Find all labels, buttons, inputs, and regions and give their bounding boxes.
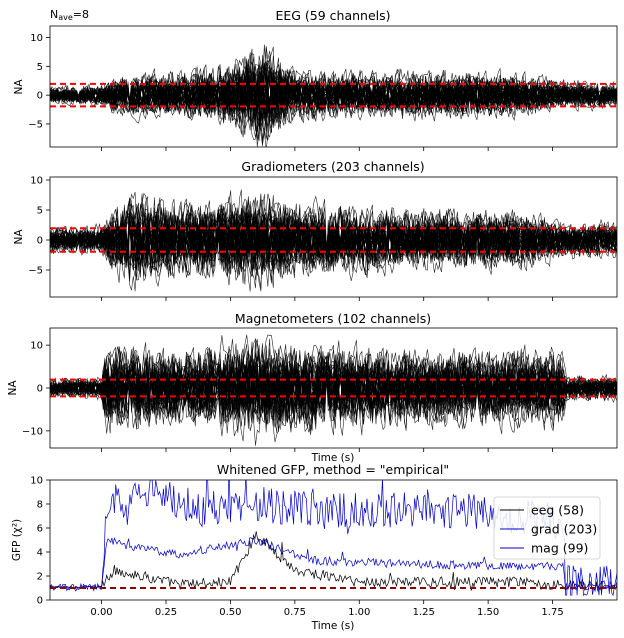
mag-y-tick-label-1: 0 — [37, 384, 43, 395]
grad-trace-30 — [50, 193, 617, 278]
gfp-legend: eeg (58) grad (203) mag (99) — [493, 496, 601, 560]
mag-y-tick-label-2: 10 — [30, 341, 43, 352]
eeg-axes-frame — [49, 25, 618, 148]
eeg-trace-34 — [50, 66, 617, 147]
gfp-title: Whitened GFP, method = "empirical" — [217, 462, 449, 477]
eeg-trace-33 — [50, 48, 617, 134]
gfp-legend-label-1: grad (203) — [531, 522, 597, 537]
mag-trace-34 — [50, 364, 617, 411]
eeg-y-tick-label-0: −5 — [28, 119, 43, 130]
grad-title: Gradiometers (203 channels) — [241, 159, 424, 174]
mag-trace-30 — [50, 338, 617, 443]
grad-y-tick-label-0: −5 — [28, 266, 43, 277]
gfp-y-tick-label-3: 6 — [37, 524, 43, 535]
mag-trace-33 — [50, 369, 617, 408]
gfp-x-tick-label-2: 0.50 — [219, 607, 241, 618]
gfp-axes-frame — [49, 479, 618, 601]
gfp-y-tick-label-1: 2 — [37, 572, 43, 583]
grad-y-tick-label-3: 10 — [30, 176, 43, 187]
gfp-x-tick-label-6: 1.50 — [477, 607, 499, 618]
mag-trace-29 — [50, 334, 617, 435]
eeg-y-tick-label-3: 10 — [30, 33, 43, 44]
gfp-legend-label-0: eeg (58) — [531, 503, 584, 518]
gfp-panel: Whitened GFP, method = "empirical" GFP (… — [11, 462, 618, 632]
gfp-x-tick-label-5: 1.25 — [413, 607, 435, 618]
eeg-trace-30 — [50, 65, 617, 147]
eeg-reference-lines — [50, 82, 617, 108]
gfp-y-ticks: 0 2 4 6 8 10 — [30, 476, 50, 607]
gfp-ylabel: GFP (χ²) — [11, 519, 23, 561]
grad-reference-lines — [50, 227, 617, 253]
mag-xlabel: Time (s) — [311, 452, 355, 464]
gfp-x-tick-label-3: 0.75 — [284, 607, 306, 618]
gfp-y-tick-label-2: 4 — [37, 548, 43, 559]
eeg-x-ticks — [101, 147, 553, 151]
mag-ylabel: NA — [7, 380, 19, 396]
gfp-x-tick-label-1: 0.25 — [155, 607, 177, 618]
mag-y-ticks: −10 0 10 — [22, 341, 50, 437]
mag-x-ticks — [101, 448, 553, 452]
grad-trace-35 — [50, 217, 617, 259]
eeg-y-tick-label-1: 0 — [37, 91, 43, 102]
gfp-legend-box — [493, 496, 601, 560]
eeg-trace-29 — [50, 63, 617, 129]
eeg-trace-31 — [50, 55, 617, 134]
gfp-x-ticks: 0.00 0.25 0.50 0.75 1.00 1.25 1.50 1.75 — [90, 600, 564, 618]
grad-trace-33 — [50, 189, 617, 292]
grad-ylabel: NA — [13, 229, 25, 245]
grad-x-ticks — [101, 297, 553, 301]
eeg-trace-35 — [50, 74, 617, 110]
grad-y-tick-label-1: 0 — [37, 236, 43, 247]
gfp-x-tick-label-7: 1.75 — [541, 607, 563, 618]
eeg-y-ticks: −5 0 5 10 — [28, 33, 50, 130]
gfp-y-tick-label-4: 8 — [37, 500, 43, 511]
mag-panel: Magnetometers (102 channels) NA Time (s)… — [7, 311, 618, 464]
eeg-trace-28 — [50, 63, 617, 128]
nave-label: Nave=8 — [50, 8, 89, 22]
mag-axes-frame — [49, 327, 618, 449]
gfp-y-tick-label-0: 0 — [37, 596, 43, 607]
eeg-panel: EEG (59 channels) NA −5 0 5 10 — [13, 8, 618, 151]
gfp-x-tick-label-4: 1.00 — [348, 607, 370, 618]
grad-axes-frame — [49, 176, 618, 298]
gfp-y-tick-label-5: 10 — [30, 476, 43, 487]
eeg-title: EEG (59 channels) — [275, 8, 390, 23]
eeg-y-tick-label-2: 5 — [37, 62, 43, 73]
mag-trace-10 — [50, 342, 617, 437]
gfp-x-tick-label-0: 0.00 — [90, 607, 112, 618]
grad-traces — [50, 189, 617, 292]
grad-trace-34 — [50, 224, 617, 260]
mag-y-tick-label-0: −10 — [22, 426, 43, 437]
gfp-legend-label-2: mag (99) — [531, 541, 588, 556]
mag-reference-lines — [50, 378, 617, 398]
grad-y-tick-label-2: 5 — [37, 206, 43, 217]
grad-panel: Gradiometers (203 channels) NA −5 0 5 10 — [13, 159, 618, 301]
gfp-series-line-2 — [50, 537, 617, 591]
eeg-trace-32 — [50, 68, 617, 141]
eeg-ylabel: NA — [13, 79, 25, 95]
eeg-traces — [50, 44, 617, 147]
mag-traces — [50, 334, 617, 446]
gfp-series-line-0 — [50, 531, 617, 592]
grad-y-ticks: −5 0 5 10 — [28, 176, 50, 277]
gfp-xlabel: Time (s) — [311, 620, 355, 632]
mag-title: Magnetometers (102 channels) — [235, 311, 431, 326]
